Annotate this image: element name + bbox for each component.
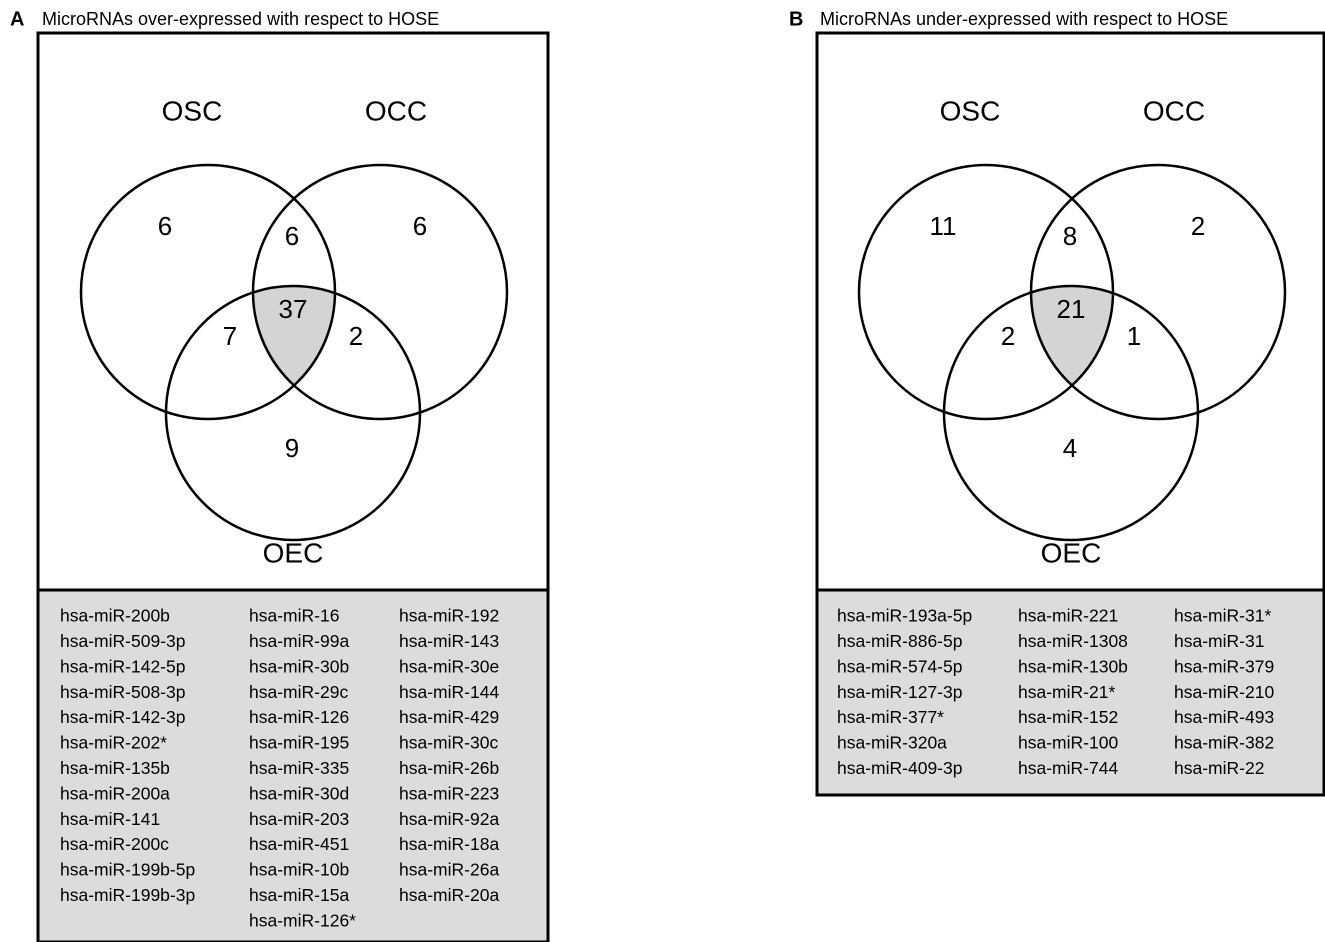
gene-name: hsa-miR-221 [1018,606,1118,626]
region-count: 6 [285,221,299,251]
region-count: 7 [223,321,237,351]
gene-name: hsa-miR-142-3p [60,707,185,727]
gene-name: hsa-miR-130b [1018,656,1128,676]
gene-name: hsa-miR-192 [399,606,499,626]
list-box [36,588,550,942]
gene-name: hsa-miR-22 [1174,758,1264,778]
gene-name: hsa-miR-135b [60,758,170,778]
set-label: OSC [162,95,223,126]
gene-name: hsa-miR-31 [1174,631,1264,651]
gene-name: hsa-miR-30c [399,733,498,753]
gene-name: hsa-miR-493 [1174,707,1274,727]
region-count: 21 [1057,294,1086,324]
gene-name: hsa-miR-16 [249,606,339,626]
region-count: 2 [1191,211,1205,241]
gene-name: hsa-miR-144 [399,682,499,702]
set-label: OEC [263,537,324,568]
set-circle [942,284,1200,542]
gene-name: hsa-miR-377* [837,707,944,727]
gene-name: hsa-miR-26b [399,758,499,778]
gene-name: hsa-miR-379 [1174,656,1274,676]
gene-name: hsa-miR-126 [249,707,349,727]
panel-title: MicroRNAs over-expressed with respect to… [42,9,439,29]
region-count: 37 [279,294,308,324]
gene-name: hsa-miR-199b-3p [60,885,195,905]
panel-letter: A [10,8,24,30]
gene-name: hsa-miR-127-3p [837,682,962,702]
gene-name: hsa-miR-335 [249,758,349,778]
gene-name: hsa-miR-142-5p [60,656,185,676]
gene-name: hsa-miR-21* [1018,682,1115,702]
gene-name: hsa-miR-193a-5p [837,606,972,626]
gene-name: hsa-miR-30e [399,656,499,676]
gene-name: hsa-miR-31* [1174,606,1271,626]
gene-name: hsa-miR-30d [249,783,349,803]
gene-name: hsa-miR-126* [249,910,356,930]
region-count: 2 [1001,321,1015,351]
gene-name: hsa-miR-141 [60,809,160,829]
gene-name: hsa-miR-10b [249,860,349,880]
region-count: 1 [1127,321,1141,351]
gene-name: hsa-miR-29c [249,682,348,702]
gene-name: hsa-miR-99a [249,631,349,651]
gene-name: hsa-miR-20a [399,885,499,905]
gene-name: hsa-miR-744 [1018,758,1118,778]
gene-name: hsa-miR-320a [837,733,947,753]
gene-name: hsa-miR-382 [1174,733,1274,753]
set-circle [164,284,422,542]
set-label: OCC [365,95,427,126]
gene-name: hsa-miR-143 [399,631,499,651]
gene-name: hsa-miR-574-5p [837,656,962,676]
gene-name: hsa-miR-18a [399,834,499,854]
region-count: 6 [158,211,172,241]
set-label: OCC [1143,95,1205,126]
list-box [815,588,1325,797]
panel: B MicroRNAs under-expressed with respect … [789,8,1325,797]
gene-name: hsa-miR-15a [249,885,349,905]
gene-name: hsa-miR-100 [1018,733,1118,753]
region-count: 2 [349,321,363,351]
set-label: OSC [940,95,1001,126]
region-count: 4 [1063,433,1077,463]
gene-name: hsa-miR-429 [399,707,499,727]
gene-name: hsa-miR-26a [399,860,499,880]
region-count: 9 [285,433,299,463]
gene-name: hsa-miR-451 [249,834,349,854]
gene-name: hsa-miR-202* [60,733,167,753]
gene-name: hsa-miR-886-5p [837,631,962,651]
gene-name: hsa-miR-30b [249,656,349,676]
gene-name: hsa-miR-200b [60,606,170,626]
set-label: OEC [1041,537,1102,568]
gene-name: hsa-miR-210 [1174,682,1274,702]
panel-title: MicroRNAs under-expressed with respect t… [820,9,1228,29]
panel: A MicroRNAs over-expressed with respect t… [10,8,550,942]
gene-name: hsa-miR-199b-5p [60,860,195,880]
region-count: 11 [930,211,957,241]
gene-name: hsa-miR-223 [399,783,499,803]
region-count: 8 [1063,221,1077,251]
gene-name: hsa-miR-409-3p [837,758,962,778]
region-count: 6 [413,211,427,241]
gene-name: hsa-miR-1308 [1018,631,1128,651]
gene-name: hsa-miR-200c [60,834,169,854]
gene-name: hsa-miR-92a [399,809,499,829]
gene-name: hsa-miR-200a [60,783,170,803]
panel-letter: B [789,8,803,30]
gene-name: hsa-miR-152 [1018,707,1118,727]
gene-name: hsa-miR-203 [249,809,349,829]
gene-name: hsa-miR-508-3p [60,682,185,702]
gene-name: hsa-miR-509-3p [60,631,185,651]
gene-name: hsa-miR-195 [249,733,349,753]
